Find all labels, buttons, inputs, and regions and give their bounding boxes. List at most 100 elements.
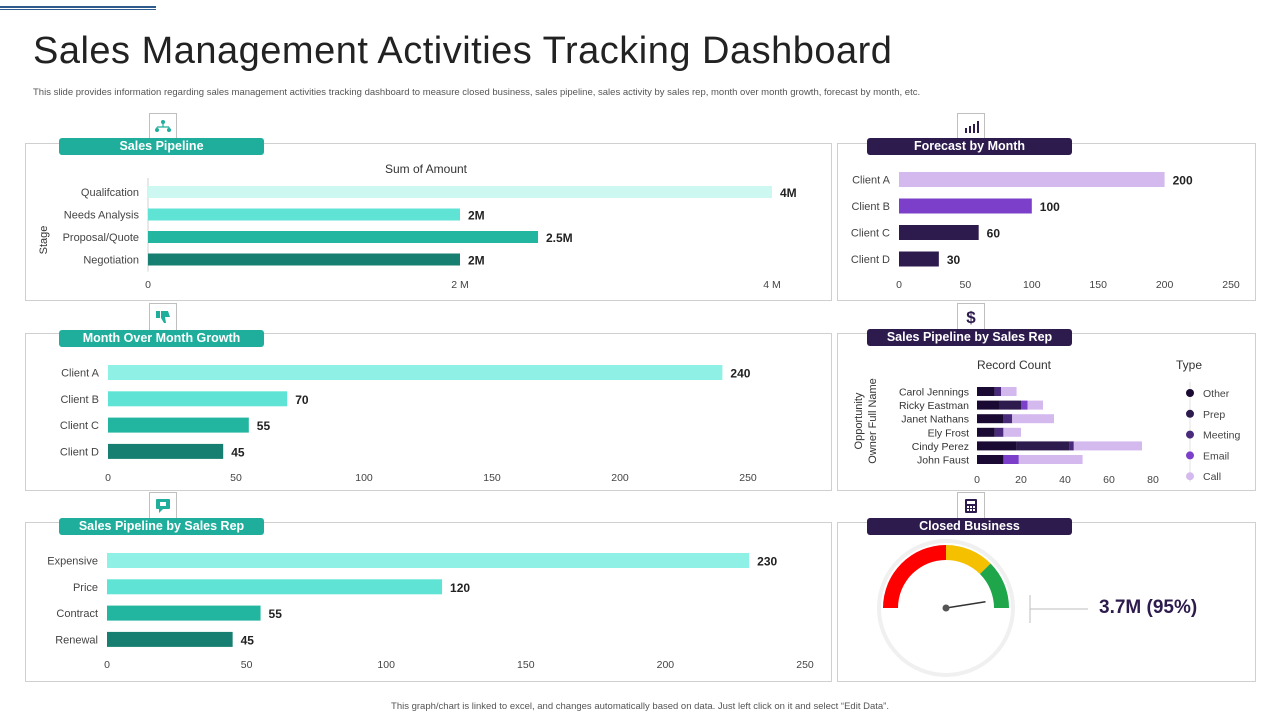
- category-label: Client A: [852, 175, 891, 187]
- gauge-segment: [979, 563, 1009, 608]
- stacked-bar-segment: [1003, 414, 1013, 424]
- sales-pipeline-chart: Sum of Amount Stage Qualifcation 4M Needs An…: [38, 162, 797, 291]
- bar-value-label: 2M: [468, 254, 485, 268]
- stacked-bar-segment: [1016, 441, 1070, 451]
- stacked-bar-segment: [977, 387, 995, 396]
- category-label: Client A: [61, 368, 100, 380]
- legend-marker: [1186, 409, 1194, 418]
- bar-chart-icon: [957, 113, 985, 141]
- x-tick-label: 100: [1023, 279, 1041, 291]
- bar-value-label: 55: [269, 607, 283, 621]
- bar: [148, 186, 772, 198]
- dollar-icon: $: [957, 303, 985, 331]
- legend-label: Prep: [1203, 409, 1225, 421]
- legend-label: Call: [1203, 471, 1221, 483]
- x-tick-label: 150: [517, 659, 535, 671]
- pipeline-by-rep-bars-header: Sales Pipeline by Sales Rep: [59, 518, 264, 535]
- category-label: Client C: [851, 228, 890, 240]
- stacked-bar-segment: [1001, 387, 1017, 396]
- forecast-by-month-header: Forecast by Month: [867, 138, 1072, 155]
- chart-title: Sum of Amount: [385, 162, 468, 176]
- x-tick-label: 200: [611, 472, 629, 484]
- legend-marker: [1186, 430, 1194, 439]
- gauge-needle: [945, 601, 986, 609]
- pipeline-by-rep-bars-panel: Expensive 230 Price 120 Contract 55 Renewal 45 0…: [25, 522, 832, 682]
- category-label: Cindy Perez: [912, 441, 969, 453]
- bar-value-label: 30: [947, 253, 961, 267]
- pipeline-by-rep-record-panel: Record Count Opportunity Owner Full Name Ca…: [837, 333, 1256, 491]
- legend-marker: [1186, 389, 1194, 397]
- bar: [107, 631, 233, 647]
- legend-label: Other: [1203, 388, 1230, 400]
- x-tick-label: 0: [105, 472, 111, 484]
- x-tick-label: 50: [230, 472, 242, 484]
- x-tick-label: 250: [796, 659, 814, 671]
- category-label: Proposal/Quote: [63, 232, 139, 244]
- stacked-bar-segment: [994, 387, 1002, 396]
- stacked-bar-segment: [977, 427, 995, 437]
- calculator-icon: [957, 492, 985, 520]
- bar-value-label: 45: [241, 633, 255, 647]
- gauge-segment: [883, 545, 946, 608]
- bar: [108, 365, 723, 380]
- gauge-segment: [946, 545, 991, 575]
- closed-business-header: Closed Business: [867, 518, 1072, 535]
- x-tick-label: 100: [377, 659, 395, 671]
- category-label: Negotiation: [83, 255, 139, 267]
- category-label: Expensive: [47, 556, 98, 568]
- x-tick-label: 20: [1015, 474, 1027, 486]
- bar-value-label: 2.5M: [546, 231, 573, 245]
- stacked-bar-segment: [1003, 455, 1019, 464]
- bar-value-label: 230: [757, 555, 777, 569]
- forecast-by-month-chart: Client A 200 Client B 100 Client C 60 Client D…: [851, 172, 1240, 291]
- legend-label: Meeting: [1203, 430, 1241, 442]
- stacked-bar-segment: [1069, 441, 1074, 451]
- bar: [148, 253, 460, 266]
- bar: [899, 198, 1032, 214]
- bar: [108, 443, 224, 459]
- bar: [148, 208, 460, 221]
- bar-value-label: 45: [231, 445, 245, 459]
- x-tick-label: 40: [1059, 474, 1071, 486]
- x-tick-label: 250: [1222, 279, 1240, 291]
- top-accent-line-2: [0, 9, 156, 10]
- legend-marker: [1186, 472, 1194, 481]
- bar-value-label: 4M: [780, 186, 797, 200]
- bar-value-label: 55: [257, 419, 271, 433]
- page-subtitle: This slide provides information regardin…: [33, 87, 921, 98]
- closed-business-panel: [837, 522, 1256, 682]
- bar: [148, 231, 538, 243]
- pipeline-by-rep-record-chart: Record Count Opportunity Owner Full Name Ca…: [853, 358, 1241, 486]
- stacked-bar-segment: [999, 400, 1021, 410]
- pipeline-by-rep-record-header: Sales Pipeline by Sales Rep: [867, 329, 1072, 346]
- x-tick-label: 100: [355, 472, 373, 484]
- bar-value-label: 240: [730, 367, 750, 381]
- category-label: Renewal: [55, 634, 98, 646]
- bar-value-label: 100: [1040, 200, 1060, 214]
- footer-note: This graph/chart is linked to excel, and…: [391, 701, 889, 712]
- x-tick-label: 0: [145, 279, 151, 291]
- month-over-month-chart: Client A 240 Client B 70 Client C 55 Client D 4…: [60, 365, 757, 484]
- bar: [107, 553, 750, 568]
- x-tick-label: 80: [1147, 474, 1159, 486]
- x-tick-label: 50: [960, 279, 972, 291]
- legend-label: Email: [1203, 450, 1229, 462]
- bar: [108, 391, 288, 407]
- category-label: Client D: [60, 446, 99, 458]
- bar: [899, 251, 939, 267]
- category-label: Price: [73, 582, 98, 594]
- sales-pipeline-panel: Sum of Amount Stage Qualifcation 4M Needs An…: [25, 143, 832, 301]
- bar-value-label: 60: [987, 227, 1001, 241]
- x-tick-label: 4 M: [763, 279, 781, 291]
- chart-title: Record Count: [977, 358, 1052, 372]
- category-label: Client C: [60, 420, 99, 432]
- month-over-month-panel: Client A 240 Client B 70 Client C 55 Client D 4…: [25, 333, 832, 491]
- pipeline-by-rep-bars-chart: Expensive 230 Price 120 Contract 55 Renewal 45 0…: [47, 553, 814, 671]
- page-title: Sales Management Activities Tracking Das…: [33, 30, 893, 72]
- stacked-bar-segment: [1012, 414, 1054, 424]
- stacked-bar-segment: [977, 455, 1004, 464]
- bar-value-label: 2M: [468, 209, 485, 223]
- x-tick-label: 150: [483, 472, 501, 484]
- sales-pipeline-header: Sales Pipeline: [59, 138, 264, 155]
- y-axis-label-line-2: Owner Full Name: [867, 378, 879, 464]
